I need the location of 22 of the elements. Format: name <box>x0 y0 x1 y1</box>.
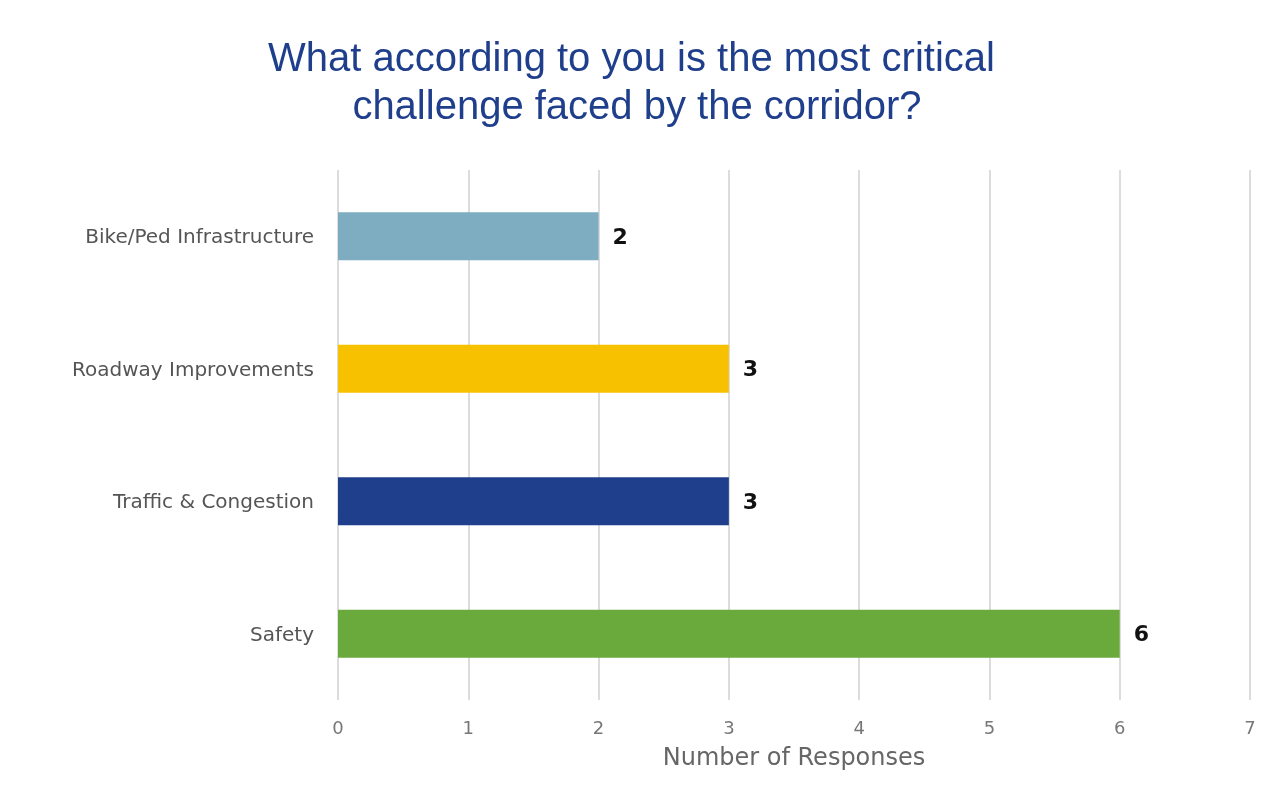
x-tick-label: 2 <box>592 716 605 738</box>
x-tick-label: 7 <box>1244 716 1256 738</box>
x-tick-label: 6 <box>1113 716 1126 738</box>
bar <box>338 344 729 393</box>
data-label: 3 <box>742 356 759 382</box>
x-tick-label: 5 <box>983 716 996 738</box>
x-tick-label: 1 <box>462 716 475 738</box>
data-label: 2 <box>612 223 628 249</box>
bar <box>338 477 729 526</box>
x-tick-label: 4 <box>853 716 865 738</box>
bar <box>338 609 1120 658</box>
x-axis-title: Number of Responses <box>662 743 926 771</box>
y-tick-label: Traffic & Congestion <box>111 489 314 514</box>
y-tick-label: Safety <box>250 621 315 646</box>
y-tick-label: Bike/Ped Infrastructure <box>85 224 314 249</box>
y-tick-label: Roadway Improvements <box>72 356 314 381</box>
x-tick-label: 3 <box>723 716 735 738</box>
data-label: 3 <box>742 488 759 514</box>
x-tick-label: 0 <box>332 716 344 738</box>
data-label: 6 <box>1133 621 1150 647</box>
chart-title: What according to you is the most critical challenge faced by the corridor? <box>267 35 1007 127</box>
bar <box>338 212 599 261</box>
